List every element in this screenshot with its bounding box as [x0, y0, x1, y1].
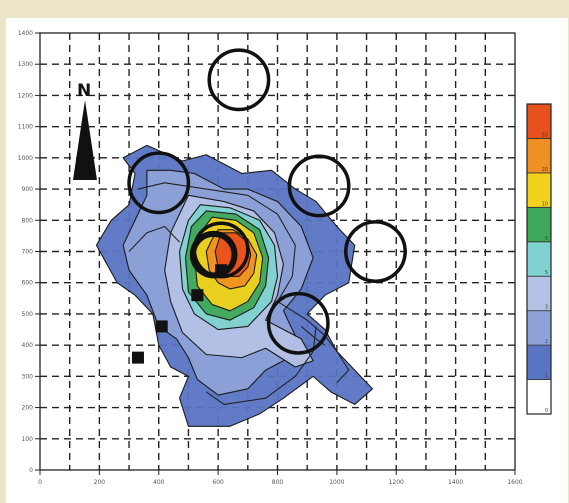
contour-line — [277, 300, 350, 383]
y-tick-label: 1400 — [18, 30, 33, 37]
source-ring — [192, 221, 250, 279]
y-tick-label: 100 — [22, 436, 34, 443]
x-tick-label: 800 — [272, 479, 284, 486]
color-legend: 0 1 2 3 5 8 10 20 50 — [526, 103, 552, 415]
legend-label: 1 — [545, 374, 548, 380]
y-tick-label: 0 — [29, 467, 33, 474]
monitoring-circle — [127, 151, 191, 215]
x-tick-label: 400 — [153, 479, 165, 486]
legend-label: 20 — [542, 167, 548, 173]
source-wells — [131, 264, 228, 364]
well-marker — [215, 264, 228, 277]
monitoring-circle — [207, 48, 271, 112]
y-tick-label: 500 — [22, 311, 34, 318]
legend-label: 8 — [545, 236, 548, 242]
legend-label: 50 — [542, 132, 548, 138]
legend-label: 0 — [545, 408, 548, 414]
legend-swatch-50 — [526, 103, 552, 139]
x-tick-label: 1200 — [389, 479, 404, 486]
y-tick-label: 300 — [22, 373, 34, 380]
monitoring-circle — [344, 220, 407, 283]
y-tick-label: 1000 — [18, 155, 33, 162]
y-tick-label: 800 — [22, 217, 34, 224]
x-tick-label: 1400 — [448, 479, 463, 486]
legend-border — [526, 103, 552, 415]
y-tick-label: 1300 — [18, 61, 33, 68]
monitoring-circles — [127, 48, 407, 355]
axes: 0 200 400 600 800 1000 1200 1400 1600 0 100 200 300 4… — [18, 30, 523, 486]
x-tick-label: 200 — [94, 479, 106, 486]
north-arrow: N — [73, 81, 97, 180]
y-tick-label: 200 — [22, 405, 34, 412]
legend-label: 5 — [545, 270, 548, 276]
y-tick-label: 700 — [22, 249, 34, 256]
legend-swatch-3 — [526, 275, 552, 312]
monitoring-circle — [287, 154, 351, 218]
well-marker — [155, 320, 168, 333]
x-tick-label: 600 — [212, 479, 224, 486]
x-tick-label: 1600 — [507, 479, 522, 486]
well-marker — [131, 351, 144, 364]
y-tick-label: 1100 — [18, 124, 33, 131]
legend-swatch-1 — [526, 344, 552, 380]
monitoring-circle — [266, 291, 330, 355]
legend-label: 10 — [542, 201, 548, 207]
legend-label: 2 — [545, 339, 548, 345]
north-label: N — [77, 81, 91, 101]
legend-label: 3 — [545, 305, 548, 311]
y-tick-label: 1200 — [18, 92, 33, 99]
y-tick-label: 900 — [22, 186, 34, 193]
y-tick-label: 400 — [22, 342, 34, 349]
north-arrow-icon — [73, 100, 97, 180]
x-tick-label: 0 — [38, 479, 42, 486]
contour-line — [128, 225, 180, 252]
x-tick-label: 1000 — [329, 479, 344, 486]
contour-line — [137, 182, 296, 302]
well-marker — [191, 289, 204, 302]
y-tick-label: 600 — [22, 280, 34, 287]
